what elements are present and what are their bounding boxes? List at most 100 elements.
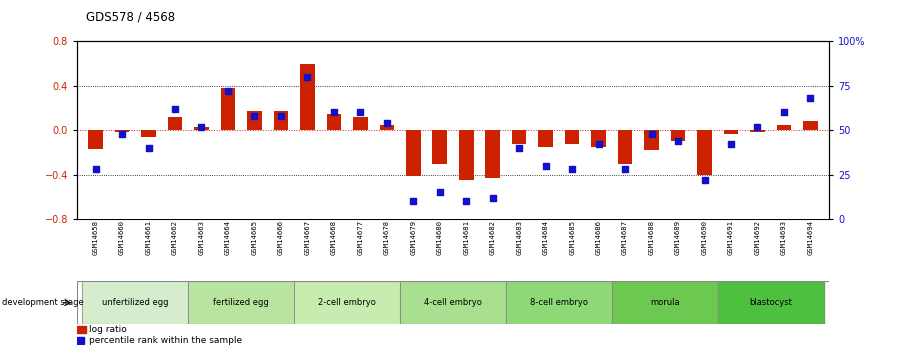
Bar [618, 130, 632, 164]
Point [538, 163, 553, 169]
Point [432, 190, 447, 195]
Bar [538, 130, 553, 147]
Text: GSM14689: GSM14689 [675, 220, 681, 255]
Bar [432, 130, 447, 164]
Bar [612, 281, 718, 324]
Text: 8-cell embryo: 8-cell embryo [530, 298, 588, 307]
Text: percentile rank within the sample: percentile rank within the sample [90, 336, 243, 345]
Bar [670, 130, 685, 141]
Point [644, 131, 659, 137]
Bar [77, 337, 84, 344]
Text: log ratio: log ratio [90, 325, 127, 334]
Bar [221, 88, 236, 130]
Point [459, 199, 474, 204]
Text: unfertilized egg: unfertilized egg [102, 298, 169, 307]
Bar [506, 281, 612, 324]
Text: GSM14688: GSM14688 [649, 220, 655, 255]
Point [724, 142, 738, 147]
Bar [776, 125, 791, 130]
Text: GSM14684: GSM14684 [543, 220, 549, 255]
Point [380, 120, 394, 126]
Bar [592, 130, 606, 147]
Bar [406, 130, 420, 176]
Point [141, 145, 156, 151]
Bar [326, 114, 342, 130]
Bar [77, 326, 86, 333]
Text: GSM14658: GSM14658 [92, 220, 99, 255]
Point [592, 142, 606, 147]
Bar [506, 281, 612, 324]
Point [618, 167, 632, 172]
Point [776, 110, 791, 115]
Bar [247, 111, 262, 130]
Bar [718, 281, 824, 324]
Bar [380, 125, 394, 130]
Text: GSM14691: GSM14691 [728, 220, 734, 255]
Bar [400, 281, 506, 324]
Point [353, 110, 368, 115]
Point [486, 195, 500, 200]
Point [247, 113, 262, 119]
Bar [115, 130, 130, 132]
Text: GDS578 / 4568: GDS578 / 4568 [86, 10, 175, 23]
Text: GSM14661: GSM14661 [146, 220, 151, 255]
Text: GSM14664: GSM14664 [225, 220, 231, 255]
Bar [724, 130, 738, 134]
Point [698, 177, 712, 183]
Point [512, 145, 526, 151]
Bar [141, 130, 156, 137]
Text: GSM14663: GSM14663 [198, 220, 205, 255]
Text: 2-cell embryo: 2-cell embryo [318, 298, 376, 307]
Bar [300, 63, 314, 130]
Text: blastocyst: blastocyst [749, 298, 792, 307]
Bar [188, 281, 294, 324]
Bar [194, 127, 208, 130]
Text: GSM14685: GSM14685 [569, 220, 575, 255]
Point [194, 124, 208, 129]
Point [168, 106, 182, 112]
Point [804, 96, 818, 101]
Text: GSM14660: GSM14660 [119, 220, 125, 255]
Text: GSM14693: GSM14693 [781, 220, 787, 255]
Bar [750, 130, 765, 132]
Text: GSM14668: GSM14668 [331, 220, 337, 255]
Text: GSM14682: GSM14682 [490, 220, 496, 255]
Bar [512, 130, 526, 144]
Text: GSM14665: GSM14665 [251, 220, 257, 255]
Text: development stage: development stage [2, 298, 83, 307]
Text: GSM14666: GSM14666 [278, 220, 284, 255]
Text: fertilized egg: fertilized egg [213, 298, 269, 307]
Bar [294, 281, 400, 324]
Point [221, 88, 236, 94]
Text: GSM14677: GSM14677 [357, 220, 363, 255]
Point [565, 167, 580, 172]
Text: 4-cell embryo: 4-cell embryo [424, 298, 482, 307]
Text: GSM14680: GSM14680 [437, 220, 443, 255]
Point [670, 138, 685, 144]
Bar [804, 121, 818, 130]
Text: GSM14678: GSM14678 [384, 220, 390, 255]
Text: GSM14681: GSM14681 [463, 220, 469, 255]
Bar [274, 111, 288, 130]
Text: GSM14683: GSM14683 [516, 220, 522, 255]
Text: GSM14679: GSM14679 [410, 220, 416, 255]
Bar [718, 281, 824, 324]
Bar [400, 281, 506, 324]
Bar [459, 130, 474, 180]
Bar [82, 281, 188, 324]
Text: GSM14686: GSM14686 [595, 220, 602, 255]
Text: GSM14662: GSM14662 [172, 220, 178, 255]
Point [300, 74, 314, 80]
Bar [188, 281, 294, 324]
Bar [168, 117, 182, 130]
Point [274, 113, 288, 119]
Text: GSM14687: GSM14687 [622, 220, 628, 255]
Bar [564, 130, 580, 144]
Bar [353, 117, 368, 130]
Bar [612, 281, 718, 324]
Bar [82, 281, 188, 324]
Bar [486, 130, 500, 178]
Point [326, 110, 341, 115]
Text: GSM14690: GSM14690 [701, 220, 708, 255]
Point [88, 167, 102, 172]
